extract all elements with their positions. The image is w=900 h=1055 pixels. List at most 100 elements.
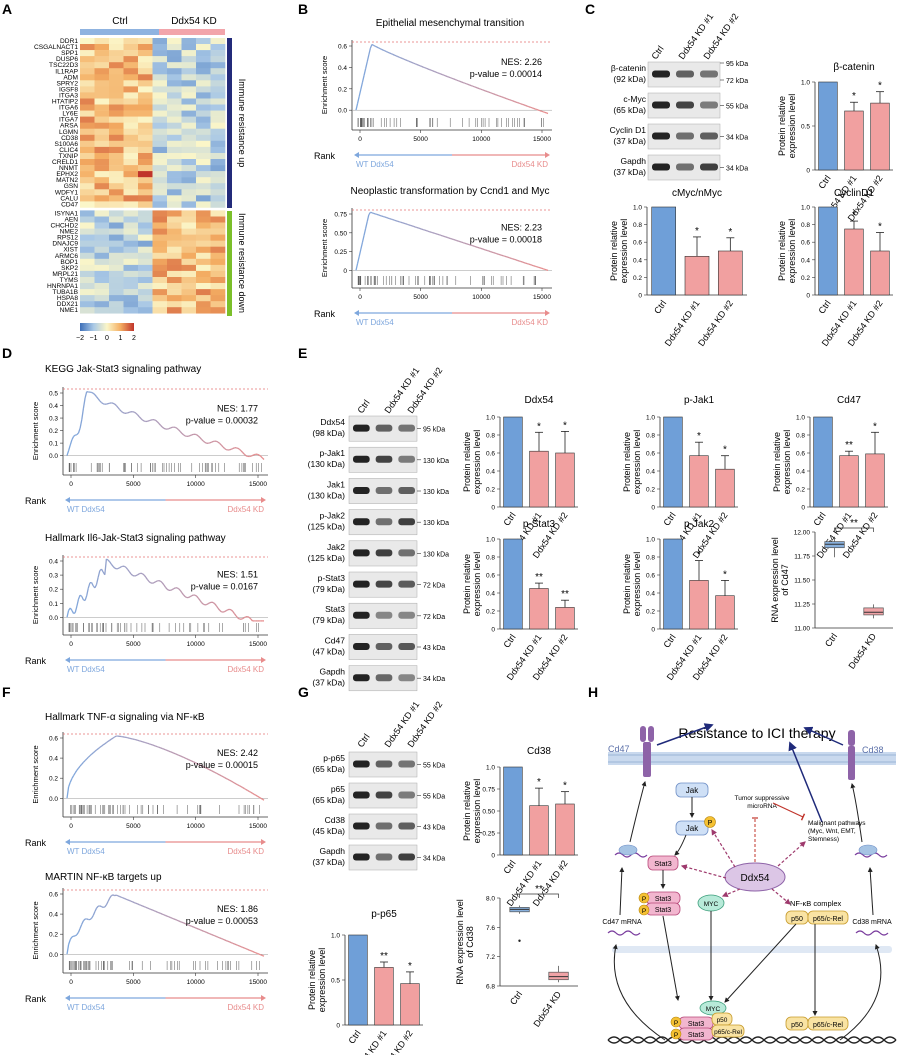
significance-mark: *: [697, 550, 701, 561]
heatmap-cell: [210, 86, 226, 93]
protein-kda-label: (92 kDa): [613, 74, 646, 84]
y-axis-label: of Cd38: [465, 926, 475, 958]
es-curve-segment: [542, 268, 546, 271]
es-curve-segment: [171, 588, 175, 591]
heatmap-cell: [138, 258, 153, 266]
heatmap-cell: [109, 44, 124, 51]
significance-mark: *: [723, 569, 727, 580]
gene-label: ISYNA1: [55, 210, 79, 217]
es-curve-segment: [73, 434, 76, 437]
y-tick-label: 0.2: [49, 932, 58, 939]
es-curve-segment: [227, 778, 230, 781]
arrow-head-left: [65, 497, 70, 503]
es-curve-segment: [128, 571, 132, 575]
es-curve-segment: [400, 221, 403, 224]
heatmap-cell: [152, 216, 168, 223]
bar: [870, 250, 890, 296]
heatmap-cell: [138, 74, 153, 81]
y-axis-label: expression level: [787, 219, 797, 284]
es-curve-segment: [242, 787, 245, 790]
heatmap-cell: [109, 159, 124, 166]
protein-band: [398, 487, 415, 494]
jak-p-node: [675, 820, 709, 836]
category-label: Ctrl: [501, 632, 517, 649]
es-curve-segment: [234, 943, 237, 946]
es-curve-segment: [454, 239, 458, 242]
es-curve-segment: [99, 745, 102, 748]
heatmap-cell: [94, 270, 110, 278]
heatmap-cell: [210, 189, 226, 196]
gene-label: MRPL21: [52, 271, 78, 278]
es-curve-segment: [451, 77, 454, 80]
es-curve-segment: [533, 265, 536, 267]
es-curve-segment: [214, 771, 217, 774]
significance-mark: *: [852, 91, 856, 102]
es-curve-segment: [514, 100, 517, 103]
bar: [374, 967, 394, 1026]
significance-mark: *: [873, 421, 877, 432]
significance-bracket: [834, 527, 874, 532]
es-curve-segment: [397, 220, 400, 223]
heatmap-cell: [123, 240, 139, 248]
heatmap-cell: [181, 307, 197, 314]
es-curve-segment: [539, 110, 542, 112]
es-curve-segment: [364, 221, 368, 229]
heatmap-cell: [80, 165, 95, 172]
es-curve-segment: [155, 910, 158, 913]
heatmap-cell: [109, 270, 124, 278]
scale-tick: −1: [90, 335, 98, 342]
marker-label: 43 kDa: [423, 645, 445, 652]
es-curve-segment: [201, 602, 204, 605]
es-curve-segment: [119, 895, 122, 898]
es-curve-segment: [360, 82, 364, 90]
es-curve-segment: [79, 594, 83, 597]
marker-label: 130 kDa: [423, 458, 449, 465]
y-tick-label: 0.0: [49, 453, 58, 460]
es-curve-segment: [79, 419, 83, 429]
es-curve-segment: [73, 612, 76, 615]
es-curve-segment: [461, 81, 464, 84]
kd-label: Ddx54 KD: [512, 160, 549, 169]
heatmap-cell: [123, 264, 139, 272]
heatmap-cell: [94, 301, 110, 308]
heatmap-cell: [210, 134, 226, 142]
p-value: p-value = 0.00014: [470, 69, 542, 79]
heatmap-cell: [210, 210, 226, 217]
heatmap-cell: [109, 116, 124, 123]
y-tick-label: 0: [801, 505, 805, 512]
es-curve-segment: [77, 928, 81, 933]
heatmap-cell: [210, 301, 226, 308]
heatmap-cell: [123, 258, 139, 266]
heatmap-cell: [138, 122, 153, 130]
heatmap-cell: [94, 210, 110, 217]
es-curve-segment: [105, 901, 109, 906]
heatmap-cell: [181, 189, 197, 196]
es-curve-segment: [92, 750, 96, 754]
heatmap-cell: [138, 86, 153, 93]
es-curve-segment: [155, 419, 158, 423]
heatmap-cell: [210, 56, 226, 63]
arrow-head-right: [261, 995, 266, 1001]
jak-p-label: Jak: [686, 824, 699, 833]
heatmap-cell: [210, 110, 226, 117]
es-curve-segment: [158, 746, 161, 749]
heatmap-cell: [138, 92, 153, 99]
significance-mark: *: [878, 81, 882, 92]
es-curve-segment: [94, 907, 98, 912]
es-curve-segment: [209, 769, 212, 772]
protein-kda-label: (130 kDa): [308, 459, 345, 469]
heatmap-cell: [80, 295, 95, 302]
es-curve-segment: [97, 746, 101, 750]
es-curve-segment: [158, 912, 161, 915]
heatmap-cell: [80, 110, 95, 117]
es-curve-segment: [94, 584, 98, 589]
heatmap-cell: [123, 183, 139, 190]
es-curve-segment: [530, 106, 533, 109]
es-curve-segment: [73, 772, 76, 776]
es-curve-segment: [363, 228, 367, 236]
es-curve-segment: [198, 763, 201, 766]
chart-title: Cd38: [527, 746, 551, 757]
heatmap-cell: [210, 240, 226, 248]
es-curve-segment: [74, 606, 78, 613]
es-curve-segment: [448, 237, 451, 240]
